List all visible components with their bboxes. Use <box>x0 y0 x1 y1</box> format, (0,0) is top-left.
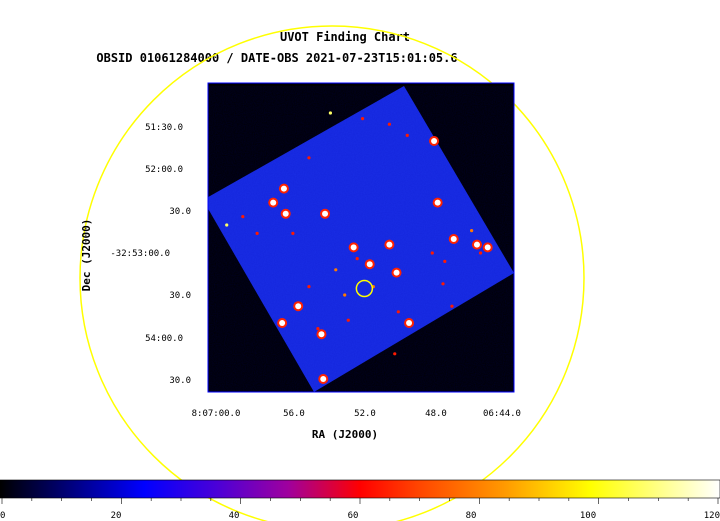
x-tick-label: 06:44.0 <box>483 409 521 419</box>
source-point <box>360 117 365 121</box>
source-point <box>328 111 332 115</box>
sources <box>225 111 493 384</box>
colorbar-tick-label: 40 <box>229 511 240 521</box>
source-point <box>343 293 347 297</box>
y-tick-label: 30.0 <box>169 291 191 301</box>
colorbar <box>0 479 720 499</box>
source-point <box>279 320 286 326</box>
colorbar-tick-label: 60 <box>348 511 359 521</box>
source-point <box>225 223 229 227</box>
source-point <box>431 138 438 144</box>
source-point <box>387 122 391 126</box>
source-point <box>473 241 480 248</box>
source-point <box>396 310 400 314</box>
y-tick-label: 51:30.0 <box>145 123 183 133</box>
chart-title: UVOT Finding Chart <box>280 30 410 44</box>
source-point <box>241 215 245 219</box>
x-tick-label: 48.0 <box>425 409 447 419</box>
source-point <box>291 231 295 235</box>
source-point <box>255 231 259 235</box>
y-axis-label: Dec (J2000) <box>80 219 93 292</box>
source-point <box>350 244 357 251</box>
source-point <box>434 199 441 206</box>
source-point <box>346 318 350 322</box>
source-point <box>282 210 289 217</box>
colorbar-tick-label: 80 <box>466 511 477 521</box>
colorbar-ticks <box>1 498 719 504</box>
source-point <box>334 268 338 272</box>
source-point <box>450 304 454 308</box>
y-tick-label: -32:53:00.0 <box>110 249 170 259</box>
y-tick-label: 54:00.0 <box>145 334 183 344</box>
x-axis-label: RA (J2000) <box>312 428 378 441</box>
colorbar-tick-label: 100 <box>580 511 596 521</box>
colorbar-tick-label: 0 <box>0 511 5 521</box>
source-point <box>430 251 434 255</box>
source-point <box>355 257 359 261</box>
source-point <box>386 241 393 248</box>
source-point <box>470 229 474 233</box>
source-point <box>307 285 311 289</box>
source-point <box>316 327 320 331</box>
colorbar-tick-label: 20 <box>111 511 122 521</box>
source-point <box>393 352 397 356</box>
source-point <box>318 331 325 338</box>
chart-subtitle: OBSID 01061284000 / DATE-OBS 2021-07-23T… <box>96 51 457 65</box>
fov-circle <box>79 25 585 521</box>
source-point <box>320 376 327 382</box>
source-point <box>393 269 400 276</box>
source-point <box>406 320 413 326</box>
x-tick-label: 52.0 <box>354 409 376 419</box>
source-point <box>441 282 445 286</box>
x-tick-label: 8:07:00.0 <box>192 409 241 419</box>
source-point <box>484 244 491 251</box>
uvot-image <box>208 86 514 392</box>
source-point <box>478 251 483 255</box>
source-point <box>307 156 311 160</box>
y-tick-label: 30.0 <box>169 207 191 217</box>
source-point <box>405 133 409 137</box>
source-point <box>443 259 447 263</box>
y-tick-label: 52:00.0 <box>145 165 183 175</box>
source-point <box>280 185 287 192</box>
source-point <box>295 303 302 310</box>
source-point <box>450 236 457 242</box>
colorbar-tick-label: 120 <box>704 511 720 521</box>
source-point <box>270 199 277 206</box>
x-tick-label: 56.0 <box>283 409 305 419</box>
y-tick-label: 30.0 <box>169 376 191 386</box>
image-frame <box>207 82 515 393</box>
source-point <box>366 261 373 268</box>
source-point <box>322 210 329 217</box>
target-marker <box>355 279 374 298</box>
exposure-noise <box>208 86 514 392</box>
